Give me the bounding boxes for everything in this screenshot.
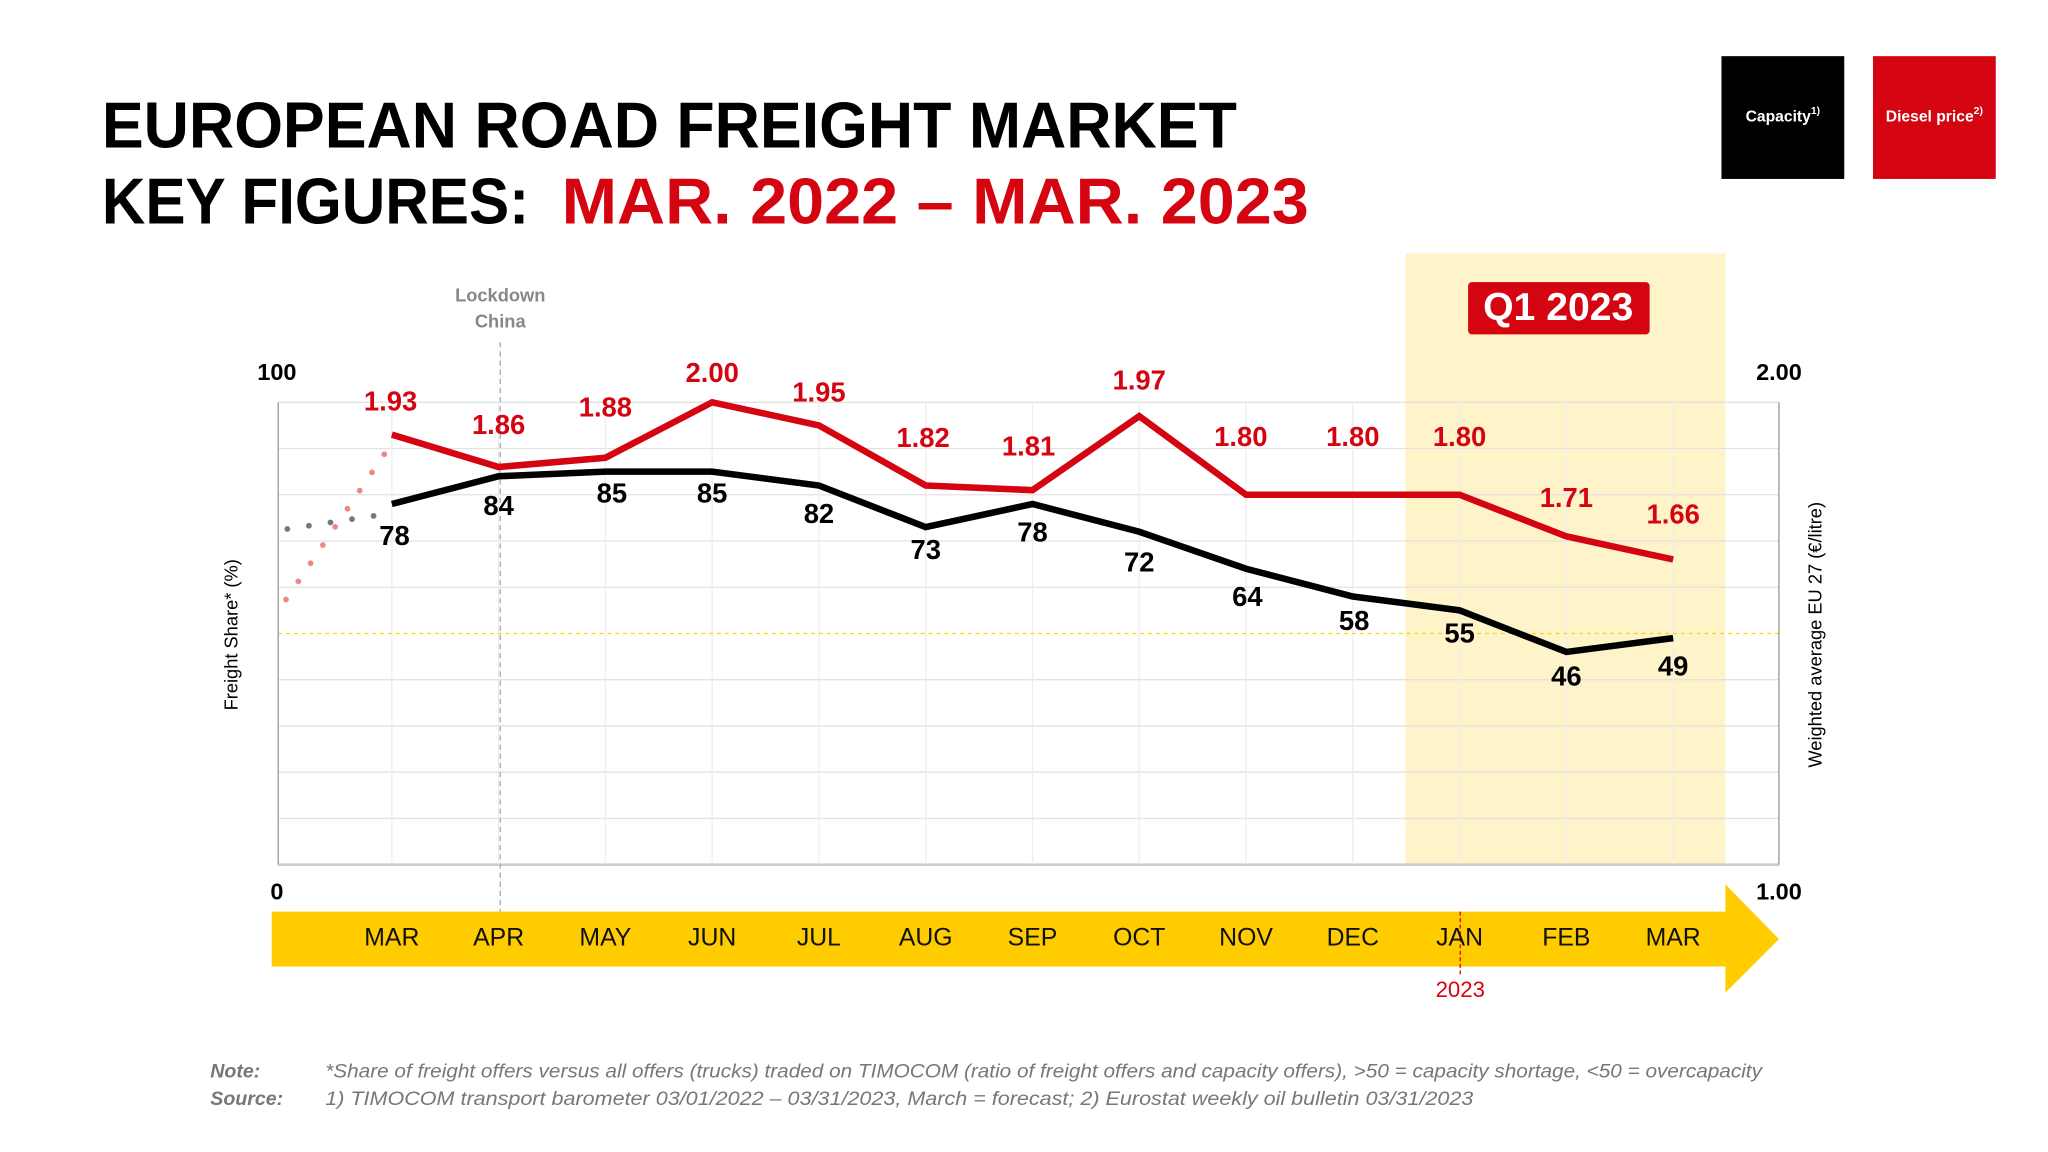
- series-line-capacity: [391, 468, 1674, 656]
- lockdown-label: Lockdown: [455, 284, 545, 305]
- lead-dot-capacity: [306, 522, 312, 529]
- lead-in-dots: [283, 451, 388, 603]
- title-prefix: KEY FIGURES:: [102, 164, 546, 237]
- left-axis-min: 0: [270, 879, 283, 905]
- data-label-capacity: 85: [697, 477, 727, 508]
- lead-dot-diesel: [369, 469, 375, 476]
- svg-text:Capacity1): Capacity1): [1746, 106, 1821, 126]
- data-label-capacity: 46: [1551, 660, 1581, 691]
- lead-dot-capacity: [370, 513, 377, 519]
- lead-dot-diesel: [381, 451, 388, 458]
- legend-capacity-label: Capacity: [1746, 109, 1812, 126]
- right-axis-title: Weighted average EU 27 (€/litre): [1805, 502, 1826, 768]
- timeline-arrow: [271, 884, 1779, 993]
- data-label-diesel-price: 1.80: [1214, 421, 1267, 452]
- month-label-jul: JUL: [797, 925, 841, 952]
- month-labels: MAR APR MAY JUN JUL AUG SEP OCT NOV DEC JAN FEB MAR: [364, 925, 1700, 952]
- data-label-capacity: 78: [379, 520, 409, 551]
- data-labels: 78 84 85 85 82 73 78 72 64 58 55 46 49 1.93 1.86 1.88 2.…: [364, 357, 1700, 691]
- data-label-diesel-price: 1.88: [579, 392, 632, 423]
- data-label-capacity: 73: [910, 534, 940, 565]
- legend-capacity: Capacity1): [1721, 56, 1845, 179]
- data-label-diesel-price: 1.82: [896, 422, 949, 453]
- data-label-diesel-price: 1.86: [472, 409, 525, 440]
- legend-capacity-sup: 1): [1811, 106, 1820, 117]
- source-label: Source:: [210, 1088, 283, 1110]
- data-label-diesel-price: 1.80: [1433, 421, 1486, 452]
- data-label-diesel-price: 1.66: [1646, 499, 1699, 530]
- data-label-diesel-price: 1.80: [1326, 421, 1379, 452]
- month-label-feb: FEB: [1542, 925, 1590, 952]
- grid: [278, 401, 1779, 866]
- month-label-apr: APR: [473, 925, 524, 952]
- left-axis-max: 100: [257, 359, 296, 385]
- month-label-aug: AUG: [899, 925, 953, 952]
- title-date-range: MAR. 2022 – MAR. 2023: [562, 164, 1309, 237]
- month-label-jan: JAN: [1436, 925, 1483, 952]
- lead-dot-diesel: [320, 542, 326, 548]
- legend-diesel-sup: 2): [1974, 106, 1983, 117]
- q1-badge: Q1 2023: [1468, 282, 1650, 335]
- q1-badge-label: Q1 2023: [1483, 286, 1633, 329]
- left-axis-title: Freight Share* (%): [220, 559, 241, 710]
- year-marker-label: 2023: [1436, 977, 1485, 1002]
- lead-dot-diesel: [344, 505, 351, 512]
- data-label-capacity: 55: [1444, 617, 1474, 648]
- lead-dot-capacity: [327, 519, 334, 526]
- data-label-diesel-price: 2.00: [685, 357, 738, 388]
- data-label-diesel-price: 1.95: [792, 376, 845, 407]
- note-text: *Share of freight offers versus all offe…: [325, 1060, 1763, 1082]
- month-label-mar: MAR: [1646, 925, 1701, 952]
- lockdown-label-china: China: [475, 310, 527, 331]
- month-label-mar: MAR: [364, 925, 419, 952]
- svg-text:Diesel price2): Diesel price2): [1886, 106, 1983, 126]
- month-label-jun: JUN: [688, 925, 736, 952]
- data-label-capacity: 84: [483, 490, 514, 521]
- lead-dot-diesel: [356, 487, 363, 494]
- month-label-may: MAY: [579, 925, 631, 952]
- month-label-nov: NOV: [1219, 925, 1273, 952]
- right-axis-min: 1.00: [1756, 879, 1802, 905]
- lead-dot-capacity: [284, 526, 291, 532]
- month-label-oct: OCT: [1113, 925, 1165, 952]
- lead-dot-capacity: [349, 516, 355, 523]
- data-label-diesel-price: 1.97: [1113, 364, 1166, 395]
- note-label: Note:: [210, 1060, 260, 1082]
- title-line-2: KEY FIGURES: MAR. 2022 – MAR. 2023: [102, 164, 1309, 237]
- lead-dot-diesel: [295, 578, 302, 585]
- q1-highlight-area: [1405, 253, 1726, 865]
- lead-dot-diesel: [307, 560, 314, 567]
- lead-dot-diesel: [283, 596, 289, 603]
- lead-dot-diesel: [332, 524, 339, 530]
- data-label-capacity: 85: [597, 477, 627, 508]
- data-label-capacity: 64: [1232, 581, 1263, 612]
- series-line-diesel-price: [390, 398, 1674, 563]
- data-label-diesel-price: 1.71: [1540, 482, 1593, 513]
- data-label-diesel-price: 1.93: [364, 386, 417, 417]
- month-label-sep: SEP: [1008, 925, 1058, 952]
- series-lines: [390, 398, 1674, 656]
- title-line-1: EUROPEAN ROAD FREIGHT MARKET: [102, 89, 1237, 162]
- data-label-capacity: 58: [1339, 605, 1369, 636]
- legend-diesel-label: Diesel price: [1886, 109, 1974, 126]
- data-label-capacity: 78: [1017, 516, 1047, 547]
- right-axis-max: 2.00: [1756, 359, 1802, 385]
- data-label-capacity: 82: [804, 498, 834, 529]
- data-label-diesel-price: 1.81: [1002, 431, 1055, 462]
- legend-diesel: Diesel price2): [1872, 56, 1996, 179]
- month-label-dec: DEC: [1327, 925, 1379, 952]
- data-label-capacity: 72: [1124, 547, 1154, 578]
- source-text: 1) TIMOCOM transport barometer 03/01/202…: [325, 1088, 1473, 1110]
- data-label-capacity: 49: [1658, 650, 1688, 681]
